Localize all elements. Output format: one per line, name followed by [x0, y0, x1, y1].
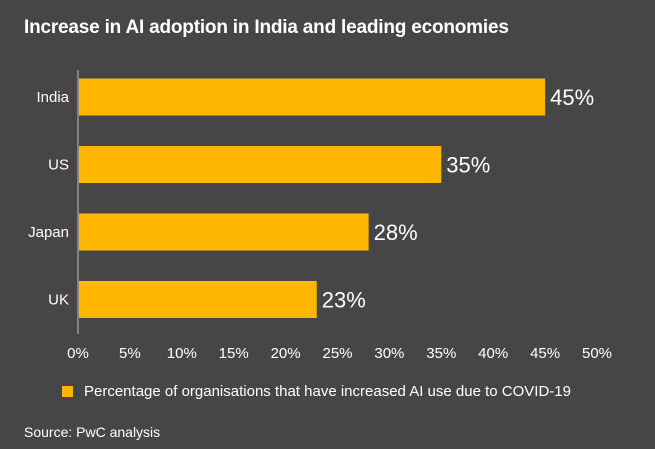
bar-chart: India US Japan UK 45% 35% 28% 23% 0% 5% 10% 15% 20…	[28, 70, 612, 362]
category-label-us: US	[48, 157, 69, 174]
category-label-india: India	[36, 89, 69, 106]
bar-uk	[79, 281, 317, 318]
x-tick-label: 5%	[119, 345, 141, 362]
x-tick-label: 50%	[582, 345, 612, 362]
chart-title: Increase in AI adoption in India and lea…	[24, 17, 509, 38]
legend-swatch	[62, 386, 73, 397]
x-tick-label: 20%	[271, 345, 301, 362]
x-tick-label: 10%	[167, 345, 197, 362]
x-tick-label: 0%	[67, 345, 89, 362]
bars-layer	[79, 78, 546, 318]
legend-label: Percentage of organisations that have in…	[84, 383, 571, 400]
x-axis-tick-labels: 0% 5% 10% 15% 20% 25% 30% 35% 40% 45% 50%	[67, 345, 612, 362]
value-label-japan: 28%	[374, 220, 418, 245]
value-label-us: 35%	[446, 153, 490, 178]
bar-india	[79, 78, 546, 116]
x-tick-label: 15%	[219, 345, 249, 362]
legend: Percentage of organisations that have in…	[62, 383, 571, 400]
x-tick-label: 35%	[426, 345, 456, 362]
bar-japan	[79, 213, 369, 251]
x-tick-label: 40%	[478, 345, 508, 362]
value-label-uk: 23%	[322, 288, 366, 313]
category-label-japan: Japan	[28, 224, 69, 241]
x-tick-label: 30%	[374, 345, 404, 362]
source-note: Source: PwC analysis	[24, 424, 161, 440]
value-label-india: 45%	[550, 85, 594, 110]
bar-us	[79, 146, 442, 183]
value-labels: 45% 35% 28% 23%	[322, 85, 594, 313]
category-labels: India US Japan UK	[28, 89, 70, 309]
category-label-uk: UK	[48, 292, 69, 309]
x-tick-label: 45%	[530, 345, 560, 362]
x-tick-label: 25%	[322, 345, 352, 362]
